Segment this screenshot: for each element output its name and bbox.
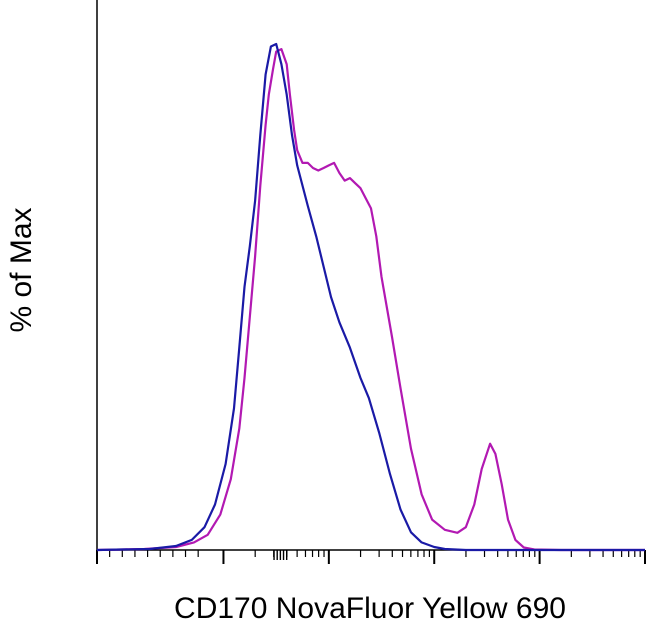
x-axis-ticks (96, 550, 646, 564)
x-axis-label: CD170 NovaFluor Yellow 690 (174, 592, 566, 625)
y-axis-label: % of Max (5, 207, 38, 332)
series-group (96, 42, 645, 552)
series-line-1 (96, 48, 645, 552)
series-line-2 (96, 42, 645, 552)
plot-frame (96, 0, 645, 551)
